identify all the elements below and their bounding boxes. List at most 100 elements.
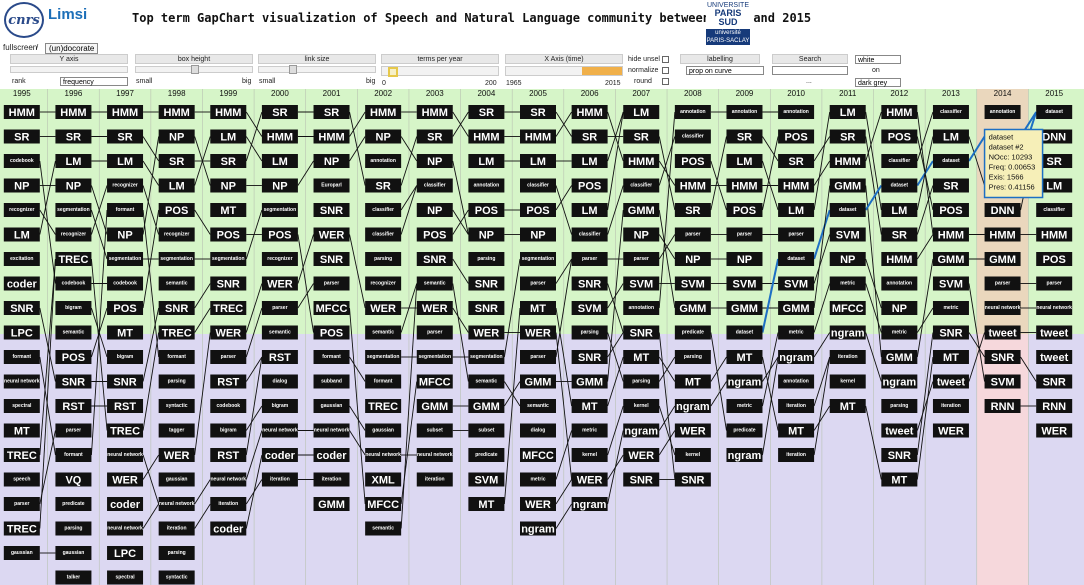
term-box[interactable]: parsing <box>158 374 195 389</box>
term-box[interactable]: SR <box>520 105 556 119</box>
term-box[interactable]: RNN <box>984 399 1021 413</box>
term-box[interactable]: LPC <box>3 325 40 340</box>
term-box[interactable]: coder <box>210 521 247 536</box>
term-box[interactable]: NP <box>829 252 866 266</box>
term-box[interactable]: HMM <box>416 105 453 119</box>
term-box[interactable]: POS <box>881 129 918 144</box>
term-box[interactable]: HMM <box>468 129 505 144</box>
term-box[interactable]: classifier <box>416 178 453 193</box>
background-select[interactable]: dark grey <box>855 78 901 87</box>
term-box[interactable]: HMM <box>932 227 969 242</box>
term-box[interactable]: ngram <box>726 448 763 462</box>
term-box[interactable]: parsing <box>468 252 505 266</box>
term-box[interactable]: HMM <box>571 105 608 119</box>
term-box[interactable]: parser <box>3 497 40 511</box>
term-box[interactable]: SR <box>261 105 298 119</box>
term-box[interactable]: NP <box>107 227 144 242</box>
term-box[interactable]: NP <box>468 227 505 242</box>
term-box[interactable]: GMM <box>674 301 711 315</box>
term-box[interactable]: SVM <box>932 276 969 291</box>
term-box[interactable]: metric <box>829 276 866 291</box>
term-box[interactable]: segmentation <box>468 350 505 364</box>
term-box[interactable]: SNR <box>571 276 608 291</box>
term-box[interactable]: HMM <box>881 252 918 266</box>
term-box[interactable]: SVM <box>829 227 866 242</box>
term-box[interactable]: segmentation <box>416 350 453 364</box>
term-box[interactable]: recognizer <box>158 227 195 242</box>
term-box[interactable]: HMM <box>365 105 402 119</box>
term-box[interactable]: metric <box>932 301 969 315</box>
term-box[interactable]: bigram <box>261 399 298 413</box>
term-box[interactable]: MT <box>571 399 608 413</box>
term-box[interactable]: coder <box>261 448 298 462</box>
term-box[interactable]: parsing <box>365 252 402 266</box>
term-box[interactable]: GMM <box>984 252 1021 266</box>
term-box[interactable]: NP <box>726 252 763 266</box>
term-box[interactable]: TREC <box>107 423 144 438</box>
term-box[interactable]: parser <box>726 227 763 242</box>
term-box[interactable]: neural network <box>365 448 402 462</box>
term-box[interactable]: SR <box>3 129 40 144</box>
theme-select[interactable]: white <box>855 55 901 64</box>
term-box[interactable]: HMM <box>158 105 195 119</box>
term-box[interactable]: formant <box>158 350 195 364</box>
term-box[interactable]: segmentation <box>261 203 298 217</box>
term-box[interactable]: NP <box>158 129 195 144</box>
term-box[interactable]: codebook <box>107 276 144 291</box>
term-box[interactable]: HMM <box>520 129 556 144</box>
yaxis-slider[interactable] <box>10 66 128 73</box>
term-box[interactable]: HMM <box>55 105 92 119</box>
term-box[interactable]: SVM <box>571 301 608 315</box>
term-box[interactable]: LPC <box>107 546 144 560</box>
term-box[interactable]: SNR <box>313 203 350 217</box>
term-box[interactable]: SNR <box>932 325 969 340</box>
term-box[interactable]: WER <box>674 423 711 438</box>
term-box[interactable]: iteration <box>829 350 866 364</box>
term-box[interactable]: SR <box>210 154 247 168</box>
term-box[interactable]: GMM <box>829 178 866 193</box>
term-box[interactable]: formant <box>3 350 40 364</box>
term-box[interactable]: MT <box>623 350 660 364</box>
term-box[interactable]: SNR <box>571 350 608 364</box>
term-box[interactable]: WER <box>313 227 350 242</box>
terms-slider[interactable] <box>381 66 499 77</box>
term-box[interactable]: dialog <box>520 423 556 438</box>
term-box[interactable]: LM <box>932 129 969 144</box>
term-box[interactable]: SVM <box>778 276 815 291</box>
term-box[interactable]: WER <box>932 423 969 438</box>
term-box[interactable]: VQ <box>55 472 92 487</box>
term-box[interactable]: iteration <box>313 472 350 487</box>
term-box[interactable]: formant <box>55 448 92 462</box>
term-box[interactable]: SNR <box>468 301 505 315</box>
hideunsel-checkbox[interactable] <box>662 56 669 63</box>
term-box[interactable]: POS <box>726 203 763 217</box>
term-box[interactable]: recognizer <box>365 276 402 291</box>
term-box[interactable]: segmentation <box>520 252 556 266</box>
term-box[interactable]: metric <box>778 325 815 340</box>
term-box[interactable]: predicate <box>726 423 763 438</box>
term-box[interactable]: NP <box>210 178 247 193</box>
term-box[interactable]: MT <box>726 350 763 364</box>
term-box[interactable]: HMM <box>3 105 40 119</box>
term-box[interactable]: tweet <box>1036 325 1073 340</box>
term-box[interactable]: codebook <box>55 276 92 291</box>
term-box[interactable]: WER <box>210 325 247 340</box>
term-box[interactable]: GMM <box>571 374 608 389</box>
term-box[interactable]: predicate <box>468 448 505 462</box>
term-box[interactable]: HMM <box>107 105 144 119</box>
term-box[interactable]: dialog <box>261 374 298 389</box>
term-box[interactable]: ngram <box>829 325 866 340</box>
term-box[interactable]: metric <box>520 472 556 487</box>
term-box[interactable]: annotation <box>623 301 660 315</box>
term-box[interactable]: LM <box>3 227 40 242</box>
term-box[interactable]: predicate <box>674 325 711 340</box>
term-box[interactable]: SVM <box>984 374 1021 389</box>
term-box[interactable]: parsing <box>571 325 608 340</box>
round-checkbox[interactable] <box>662 78 669 85</box>
term-box[interactable]: TREC <box>3 521 40 536</box>
term-box[interactable]: WER <box>1036 423 1073 438</box>
term-box[interactable]: POS <box>158 203 195 217</box>
term-box[interactable]: NP <box>623 227 660 242</box>
term-box[interactable]: semantic <box>261 325 298 340</box>
term-box[interactable]: RST <box>210 448 247 462</box>
